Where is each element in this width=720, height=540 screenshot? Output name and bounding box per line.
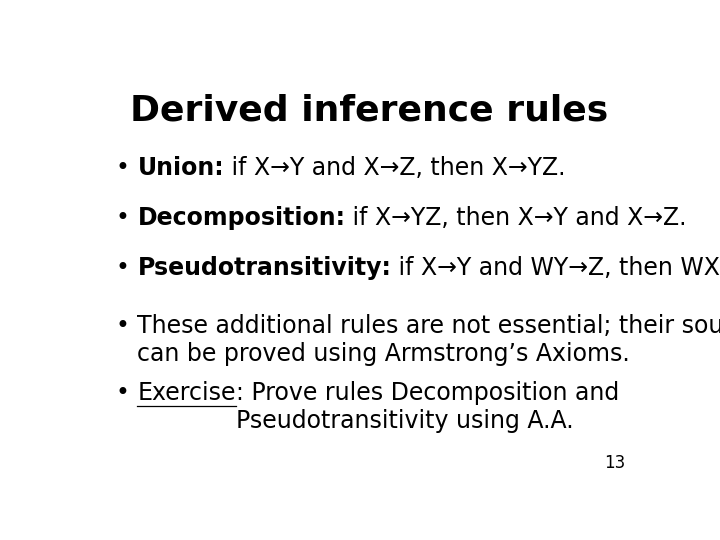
Text: if X→YZ, then X→Y and X→Z.: if X→YZ, then X→Y and X→Z. <box>346 206 687 230</box>
Text: Pseudotransitivity:: Pseudotransitivity: <box>138 256 391 280</box>
Text: Union:: Union: <box>138 156 224 180</box>
Text: Exercise: Exercise <box>138 381 236 405</box>
Text: •: • <box>115 381 129 405</box>
Text: •: • <box>115 256 129 280</box>
Text: These additional rules are not essential; their soundness
can be proved using Ar: These additional rules are not essential… <box>138 314 720 366</box>
Text: Decomposition:: Decomposition: <box>138 206 346 230</box>
Text: Derived inference rules: Derived inference rules <box>130 94 608 128</box>
Text: : Prove rules Decomposition and
Pseudotransitivity using A.A.: : Prove rules Decomposition and Pseudotr… <box>236 381 619 433</box>
Text: •: • <box>115 206 129 230</box>
Text: if X→Y and X→Z, then X→YZ.: if X→Y and X→Z, then X→YZ. <box>224 156 565 180</box>
Text: if X→Y and WY→Z, then WX→Z.: if X→Y and WY→Z, then WX→Z. <box>391 256 720 280</box>
Text: 13: 13 <box>604 454 626 472</box>
Text: •: • <box>115 156 129 180</box>
Text: •: • <box>115 314 129 338</box>
